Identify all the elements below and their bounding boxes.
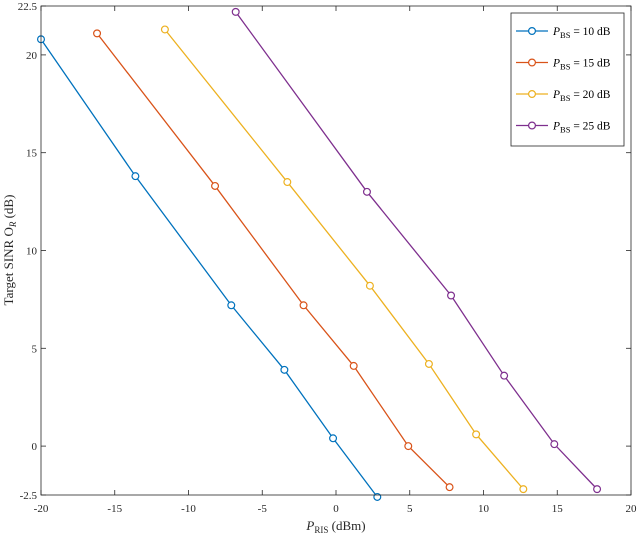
series-line xyxy=(235,11,598,490)
series-1 xyxy=(36,35,382,501)
y-tick-label: -2.5 xyxy=(20,490,38,502)
x-tick-label: 15 xyxy=(552,503,564,515)
data-point xyxy=(365,281,374,290)
legend-label: PBS = 10 dB xyxy=(552,26,611,40)
x-tick-label: -20 xyxy=(34,503,49,515)
data-point xyxy=(299,301,308,310)
legend-entry: PBS = 20 dB xyxy=(516,89,611,103)
x-axis-label: PRIS (dBm) xyxy=(305,518,365,535)
legend-label: PBS = 25 dB xyxy=(552,121,611,135)
y-tick-label: 5 xyxy=(32,343,38,355)
data-point xyxy=(211,181,220,190)
legend-entry: PBS = 15 dB xyxy=(516,58,611,72)
series-line xyxy=(96,32,451,488)
data-point xyxy=(280,365,289,374)
x-tick-label: -5 xyxy=(258,503,268,515)
data-point xyxy=(404,442,413,451)
data-point xyxy=(445,483,454,492)
y-tick-label: 0 xyxy=(32,441,38,453)
x-tick-label: 5 xyxy=(407,503,413,515)
legend-marker xyxy=(527,121,536,130)
series-2 xyxy=(93,29,454,492)
series-layer xyxy=(36,7,602,501)
data-point xyxy=(160,25,169,34)
data-point xyxy=(362,187,371,196)
data-point xyxy=(349,361,358,370)
legend-label: PBS = 15 dB xyxy=(552,58,611,72)
series-line xyxy=(40,38,378,498)
data-point xyxy=(550,440,559,449)
data-point xyxy=(472,430,481,439)
legend-marker xyxy=(527,58,536,67)
x-tick-label: 20 xyxy=(626,503,638,515)
series-3 xyxy=(160,25,528,494)
data-point xyxy=(231,7,240,16)
y-tick-label: 15 xyxy=(26,148,38,160)
data-point xyxy=(93,29,102,38)
legend-marker xyxy=(527,89,536,98)
legend-label: PBS = 20 dB xyxy=(552,89,611,103)
series-line xyxy=(164,29,524,490)
y-axis-label: Target SINR ΟR (dB) xyxy=(1,195,18,306)
data-point xyxy=(373,492,382,501)
x-tick-label: 0 xyxy=(333,503,339,515)
data-point xyxy=(131,172,140,181)
data-point xyxy=(227,301,236,310)
x-tick-label: -10 xyxy=(181,503,196,515)
legend: PBS = 10 dB PBS = 15 dB PBS = 20 dB PBS = 2… xyxy=(510,12,625,147)
ticks-layer: -20 -15 -10 -5 0 5 10 15 20 -2.5 0 5 10 15 20 22.5 xyxy=(18,1,637,515)
x-tick-label: -15 xyxy=(107,503,122,515)
data-point xyxy=(283,178,292,187)
y-tick-label: 20 xyxy=(26,50,38,62)
x-tick-label: 10 xyxy=(478,503,490,515)
y-tick-label: 22.5 xyxy=(18,1,38,13)
legend-marker xyxy=(527,27,536,36)
series-4 xyxy=(231,7,602,494)
legend-entry: PBS = 10 dB xyxy=(516,26,611,40)
data-point xyxy=(447,291,456,300)
data-point xyxy=(519,485,528,494)
y-tick-label: 10 xyxy=(26,246,38,258)
data-point xyxy=(424,359,433,368)
data-point xyxy=(329,434,338,443)
data-point xyxy=(500,371,509,380)
data-point xyxy=(593,485,602,494)
legend-entry: PBS = 25 dB xyxy=(516,121,611,135)
